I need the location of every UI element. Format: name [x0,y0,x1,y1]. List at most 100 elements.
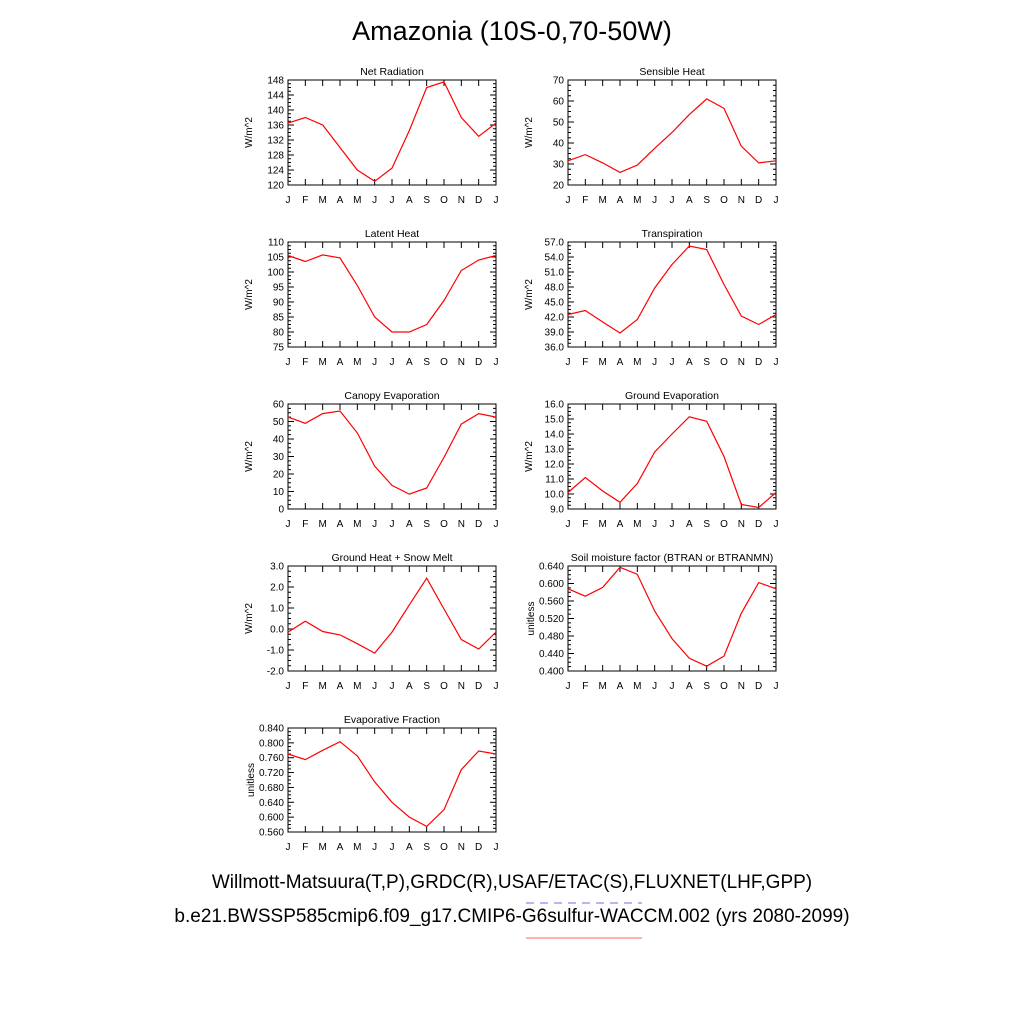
panel-title: Sensible Heat [639,66,704,78]
x-tick-label: J [372,842,377,853]
y-axis-label: W/m^2 [524,279,535,310]
y-tick-label: 40 [273,435,285,446]
y-tick-label: 144 [267,91,284,102]
x-tick-label: A [337,357,344,368]
x-tick-label: A [617,357,624,368]
x-tick-label: F [582,519,588,530]
x-tick-label: N [458,681,465,692]
series-line [567,98,777,174]
x-tick-label: F [582,357,588,368]
x-tick-label: J [286,195,291,206]
x-tick-label: M [318,519,326,530]
x-tick-label: A [686,195,693,206]
y-tick-label: 80 [273,328,285,339]
x-tick-label: S [703,195,710,206]
y-axis-label: unitless [526,602,537,636]
x-tick-label: M [598,357,606,368]
y-tick-label: 0.400 [539,667,564,678]
x-tick-label: M [633,681,641,692]
x-tick-label: S [423,519,430,530]
x-tick-label: S [423,681,430,692]
y-tick-label: 124 [267,166,284,177]
y-tick-label: 0.640 [259,798,284,809]
x-tick-label: M [353,681,361,692]
plot-frame [567,565,777,672]
x-tick-label: J [390,357,395,368]
x-tick-label: J [372,519,377,530]
x-tick-label: F [582,195,588,206]
y-tick-label: 0.480 [539,632,564,643]
x-tick-label: N [738,195,745,206]
x-tick-label: A [617,195,624,206]
y-tick-label: 30 [273,452,285,463]
x-tick-label: J [286,842,291,853]
y-tick-label: 13.0 [545,445,565,456]
y-tick-label: 105 [267,253,284,264]
x-tick-label: J [286,519,291,530]
panel-title: Canopy Evaporation [344,390,439,402]
y-tick-label: 132 [267,136,284,147]
x-tick-label: A [406,357,413,368]
y-tick-label: 0.720 [259,768,284,779]
y-tick-label: 148 [267,76,284,87]
y-axis-label: W/m^2 [244,441,255,472]
x-tick-label: M [598,681,606,692]
x-tick-label: D [475,842,482,853]
x-tick-label: M [353,842,361,853]
x-tick-label: M [598,195,606,206]
x-tick-label: A [686,681,693,692]
y-tick-label: 36.0 [545,343,565,354]
x-tick-label: O [440,842,448,853]
y-tick-label: 90 [273,298,285,309]
y-tick-label: 60 [273,400,285,411]
y-tick-label: 60 [553,97,565,108]
y-tick-label: 2.0 [270,583,284,594]
x-tick-label: J [670,519,675,530]
series-line [287,81,497,183]
y-tick-label: 12.0 [545,460,565,471]
x-tick-label: M [318,681,326,692]
y-tick-label: 40 [553,139,565,150]
x-tick-label: M [318,195,326,206]
y-tick-label: 120 [267,181,284,192]
x-tick-label: M [633,195,641,206]
y-axis-label: W/m^2 [244,117,255,148]
x-tick-label: N [738,681,745,692]
y-tick-label: 136 [267,121,284,132]
y-tick-label: 39.0 [545,328,565,339]
x-tick-label: S [423,357,430,368]
x-tick-label: O [440,519,448,530]
y-tick-label: 0.800 [259,738,284,749]
x-tick-label: D [755,357,762,368]
x-tick-label: S [423,842,430,853]
y-tick-label: 0.680 [259,783,284,794]
x-tick-label: A [406,681,413,692]
y-tick-label: 0.0 [270,625,284,636]
x-tick-label: A [406,842,413,853]
y-tick-label: 54.0 [545,253,565,264]
y-tick-label: 0.760 [259,753,284,764]
series-line [567,245,777,334]
x-tick-label: O [720,195,728,206]
x-tick-label: J [494,519,499,530]
y-tick-label: 20 [553,181,565,192]
y-tick-label: 20 [273,470,285,481]
x-tick-label: A [337,519,344,530]
x-tick-label: S [703,681,710,692]
series-line [567,566,777,667]
x-tick-label: D [755,519,762,530]
series-line [287,254,497,333]
panel-title: Latent Heat [365,228,419,240]
x-tick-label: N [738,357,745,368]
x-tick-label: M [318,842,326,853]
y-tick-label: 0.600 [259,813,284,824]
page-title: Amazonia (10S-0,70-50W) [352,16,672,46]
y-tick-label: 11.0 [545,475,564,486]
series-line [567,416,777,509]
panel-title: Transpiration [642,228,703,240]
x-tick-label: J [372,681,377,692]
panel-title: Evaporative Fraction [344,714,440,726]
y-tick-label: 0.600 [539,579,564,590]
x-tick-label: J [286,357,291,368]
x-tick-label: F [302,842,308,853]
